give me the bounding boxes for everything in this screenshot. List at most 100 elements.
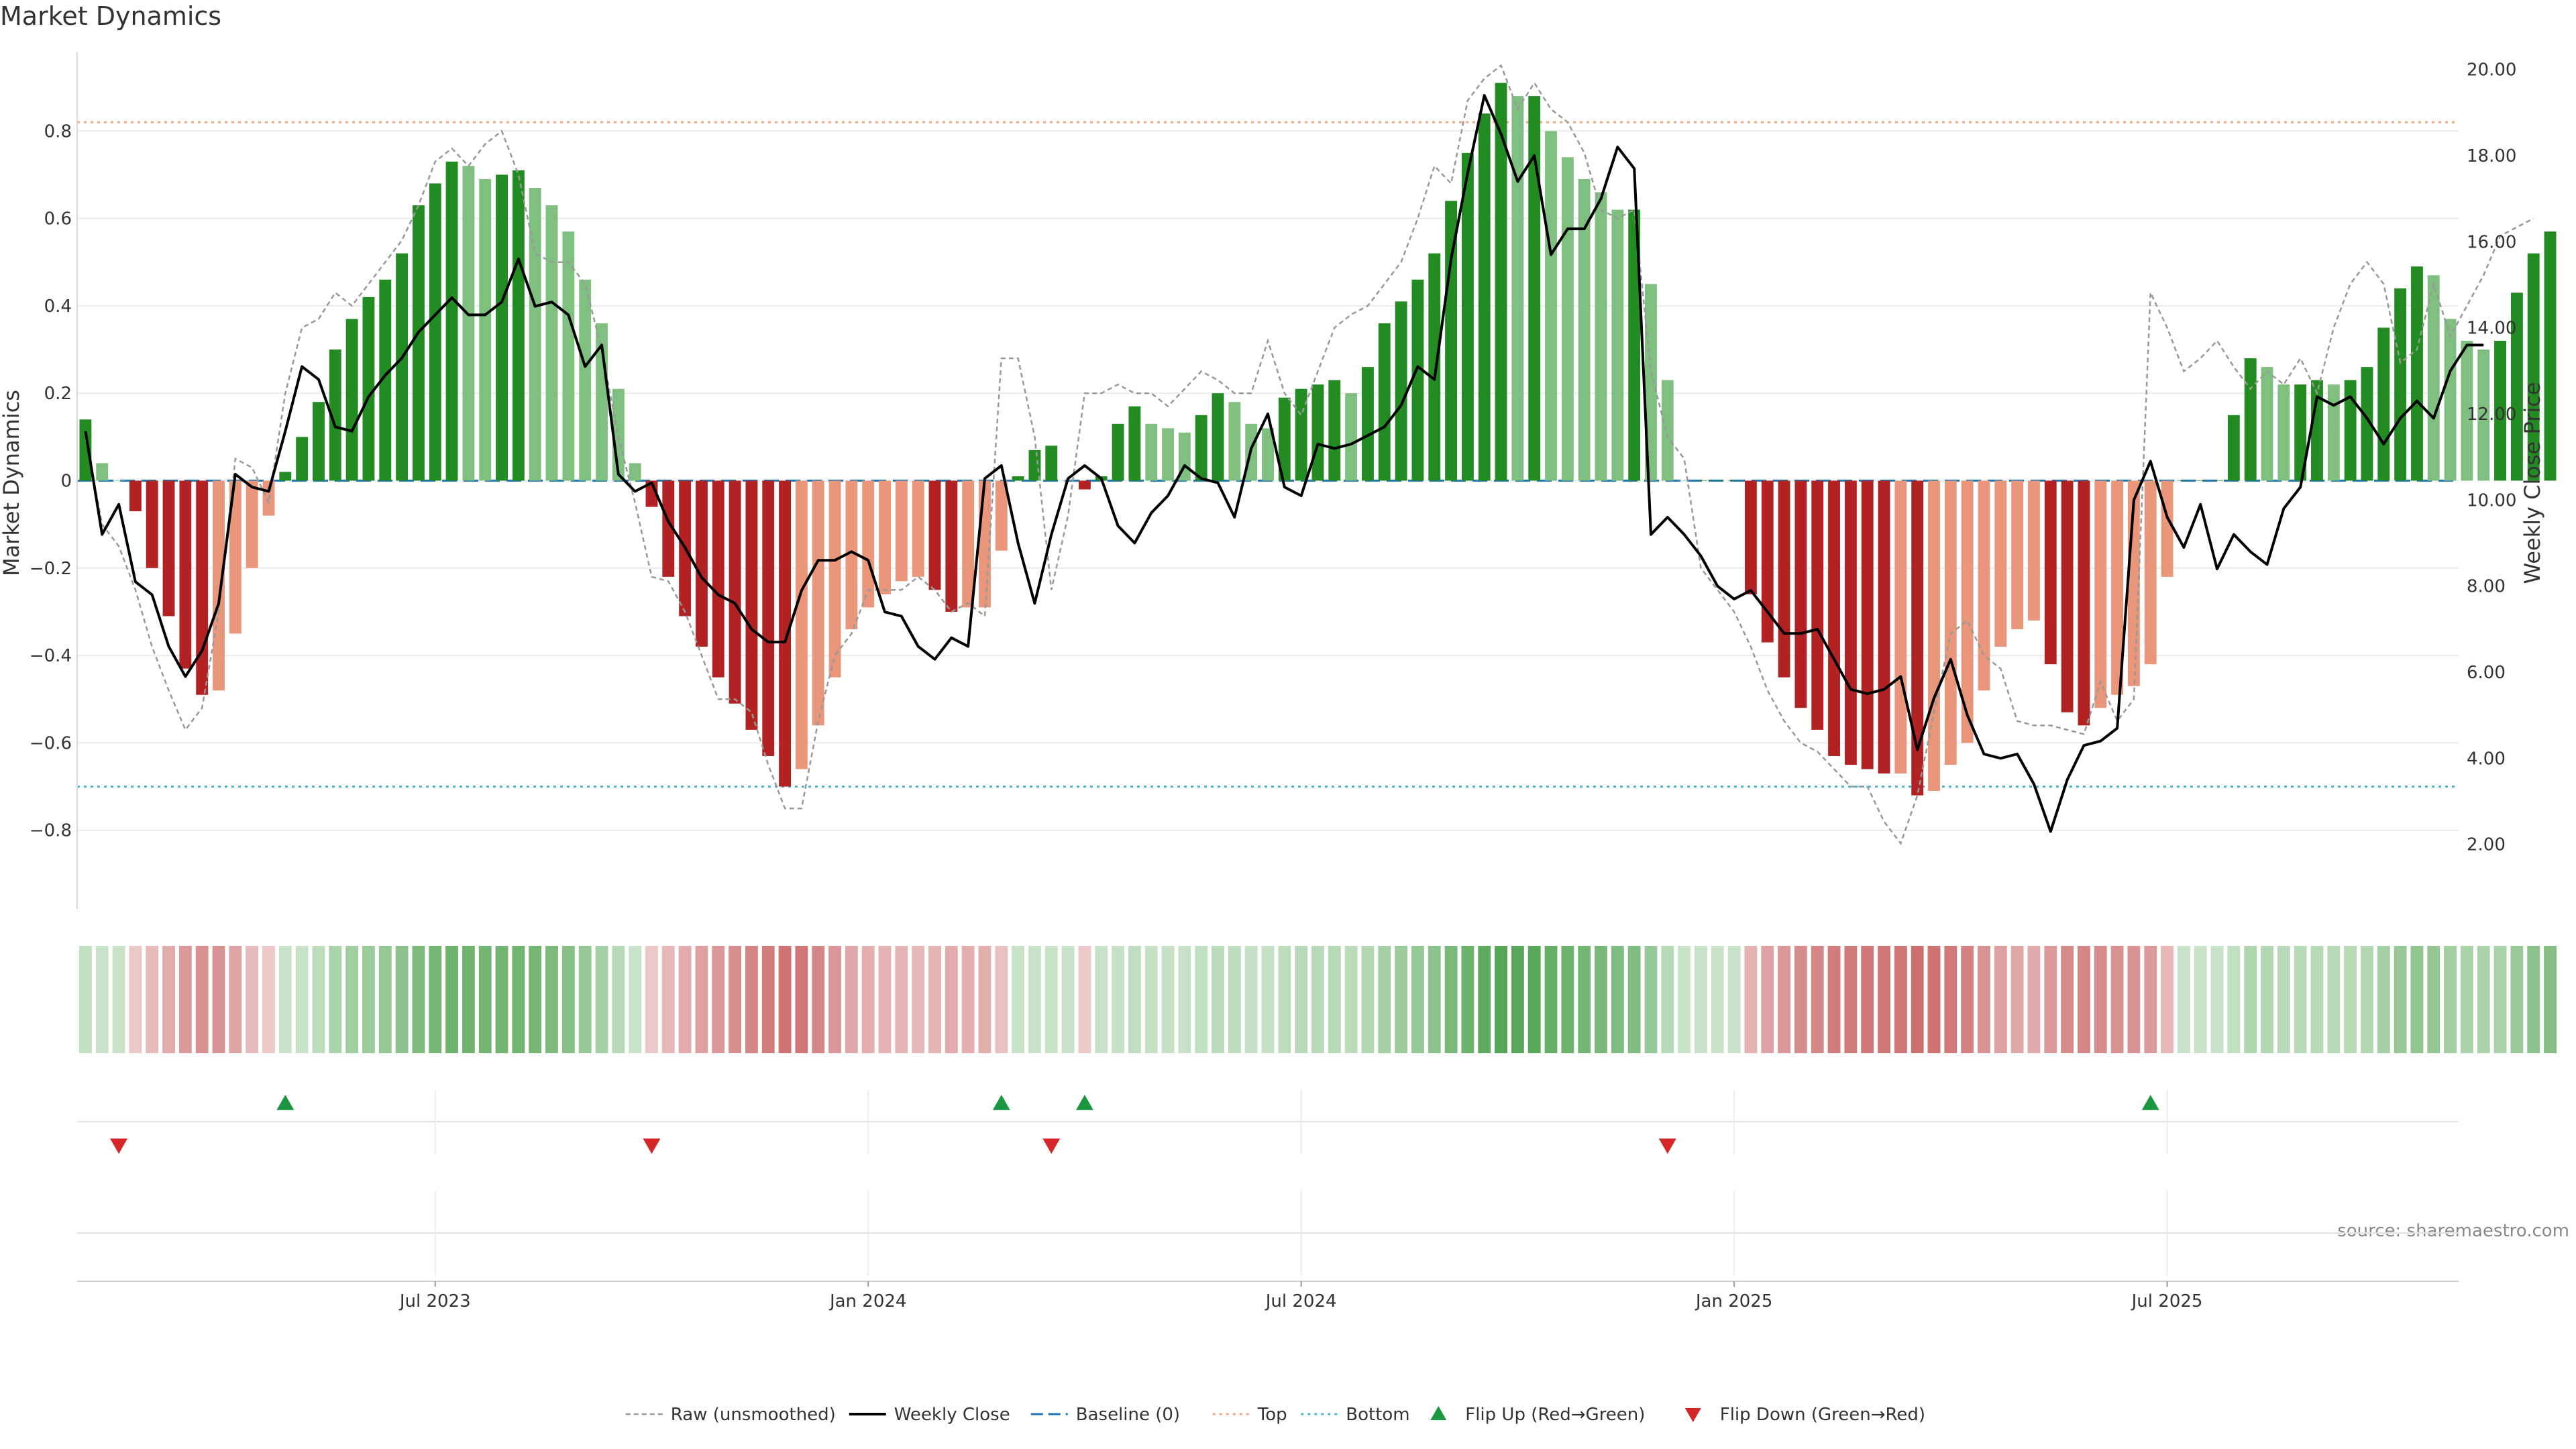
dynamics-bar <box>2078 480 2090 726</box>
dynamics-bar <box>845 480 858 630</box>
heat-strip-cell <box>1644 946 1658 1053</box>
heat-strip-cell <box>2044 946 2057 1053</box>
dynamics-bar <box>2011 480 2024 630</box>
dynamics-bar <box>1362 367 1374 481</box>
y-tick-label: −0.4 <box>30 646 72 666</box>
heat-strip-cell <box>761 946 775 1053</box>
x-tick-label: Jan 2025 <box>1695 1291 1773 1311</box>
heat-strip-cell <box>1161 946 1175 1053</box>
heat-strip-cell <box>312 946 325 1053</box>
dynamics-bar <box>562 231 575 481</box>
legend-label: Weekly Close <box>894 1405 1010 1425</box>
heat-strip-cell <box>2277 946 2290 1053</box>
y2-tick-label: 18.00 <box>2467 146 2516 166</box>
heat-strip-cell <box>2427 946 2440 1053</box>
dynamics-bar <box>1794 480 1807 708</box>
heat-strip-cell <box>1778 946 1791 1053</box>
dynamics-bar <box>2411 266 2423 481</box>
heat-strip-cell <box>95 946 109 1053</box>
dynamics-bar <box>2311 380 2323 481</box>
heat-strip-cell <box>712 946 725 1053</box>
heat-strip-cell <box>1711 946 1724 1053</box>
dynamics-bar <box>2394 288 2407 481</box>
y2-tick-label: 2.00 <box>2467 835 2506 855</box>
dynamics-bar <box>879 480 891 594</box>
heat-strip-cell <box>1927 946 1941 1053</box>
heat-strip-cell <box>2361 946 2373 1053</box>
heat-strip-cell <box>1678 946 1691 1053</box>
dynamics-bar <box>79 419 92 481</box>
heat-strip-cell <box>1078 946 1091 1053</box>
heat-strip-cell <box>778 946 792 1053</box>
dynamics-bar <box>2327 384 2340 481</box>
heat-strip-cell <box>2194 946 2207 1053</box>
dynamics-bar <box>2244 358 2257 481</box>
dynamics-bar <box>2061 480 2074 712</box>
heat-strip-cell <box>78 946 92 1053</box>
flip-up-marker <box>992 1095 1010 1110</box>
heat-strip-cell <box>695 946 708 1053</box>
dynamics-bar <box>129 480 142 512</box>
chart-title: Market Dynamics <box>0 1 222 31</box>
heat-strip-cell <box>2177 946 2190 1053</box>
heat-strip-cell <box>378 946 392 1053</box>
legend-item: Weekly Close <box>849 1405 1010 1425</box>
heat-strip-cell <box>2444 946 2457 1053</box>
heat-strip-cell <box>1461 946 1474 1053</box>
heat-strip-cell <box>629 946 642 1053</box>
heat-strip-cell <box>2227 946 2241 1053</box>
dynamics-bar <box>1162 428 1174 481</box>
heat-strip-cell <box>1544 946 1558 1053</box>
heat-strip-cell <box>1095 946 1108 1053</box>
heat-strip-cell <box>1978 946 1990 1053</box>
flip-down-marker <box>1042 1138 1061 1154</box>
dynamics-bar <box>496 174 508 481</box>
heat-strip-cell <box>345 946 359 1053</box>
dynamics-bar <box>1228 402 1241 481</box>
dynamics-bar <box>2344 380 2357 481</box>
heat-strip-cell <box>362 946 375 1053</box>
dynamics-bar <box>329 350 341 481</box>
dynamics-bar <box>2427 275 2440 481</box>
heat-strip <box>78 946 2557 1053</box>
dynamics-bar <box>146 480 158 568</box>
dynamics-bar <box>429 183 441 481</box>
flip-up-marker <box>2141 1095 2159 1110</box>
dynamics-bar <box>928 480 941 590</box>
dynamics-bar <box>1428 253 1441 481</box>
dynamics-bar <box>1828 480 1840 756</box>
heat-strip-cell <box>395 946 409 1053</box>
y-tick-label: 0.8 <box>44 121 72 142</box>
heat-strip-cell <box>1495 946 1507 1053</box>
legend-label: Bottom <box>1346 1405 1409 1425</box>
heat-strip-cell <box>1144 946 1158 1053</box>
dynamics-bar <box>2477 350 2490 481</box>
dynamics-bar <box>1661 380 1674 481</box>
dynamics-bar <box>1311 384 1324 481</box>
dynamics-bar <box>979 480 991 608</box>
y2-tick-label: 14.00 <box>2467 319 2516 339</box>
y-tick-label: 0.6 <box>44 209 72 229</box>
heat-strip-cell <box>2261 946 2273 1053</box>
dynamics-bar <box>2494 341 2506 481</box>
heat-strip-cell <box>2127 946 2141 1053</box>
heat-strip-cell <box>429 946 442 1053</box>
heat-strip-cell <box>1961 946 1974 1053</box>
heat-strip-cell <box>828 946 841 1053</box>
heat-strip-cell <box>1595 946 1607 1053</box>
heat-strip-cell <box>2460 946 2473 1053</box>
heat-strip-cell <box>595 946 608 1053</box>
heat-strip-cell <box>1128 946 1141 1053</box>
heat-strip-cell <box>1028 946 1041 1053</box>
heat-strip-cell <box>1411 946 1424 1053</box>
y2-axis-label: Weekly Close Price <box>2520 382 2545 584</box>
heat-strip-cell <box>1061 946 1075 1053</box>
dynamics-bar <box>1744 480 1757 594</box>
heat-strip-cell <box>961 946 975 1053</box>
heat-strip-cell <box>162 946 175 1053</box>
heat-strip-cell <box>1561 946 1574 1053</box>
dynamics-bar <box>629 463 641 481</box>
y-tick-label: −0.8 <box>30 821 72 841</box>
dynamics-bar <box>729 480 741 704</box>
dynamics-bar <box>2211 480 2223 481</box>
